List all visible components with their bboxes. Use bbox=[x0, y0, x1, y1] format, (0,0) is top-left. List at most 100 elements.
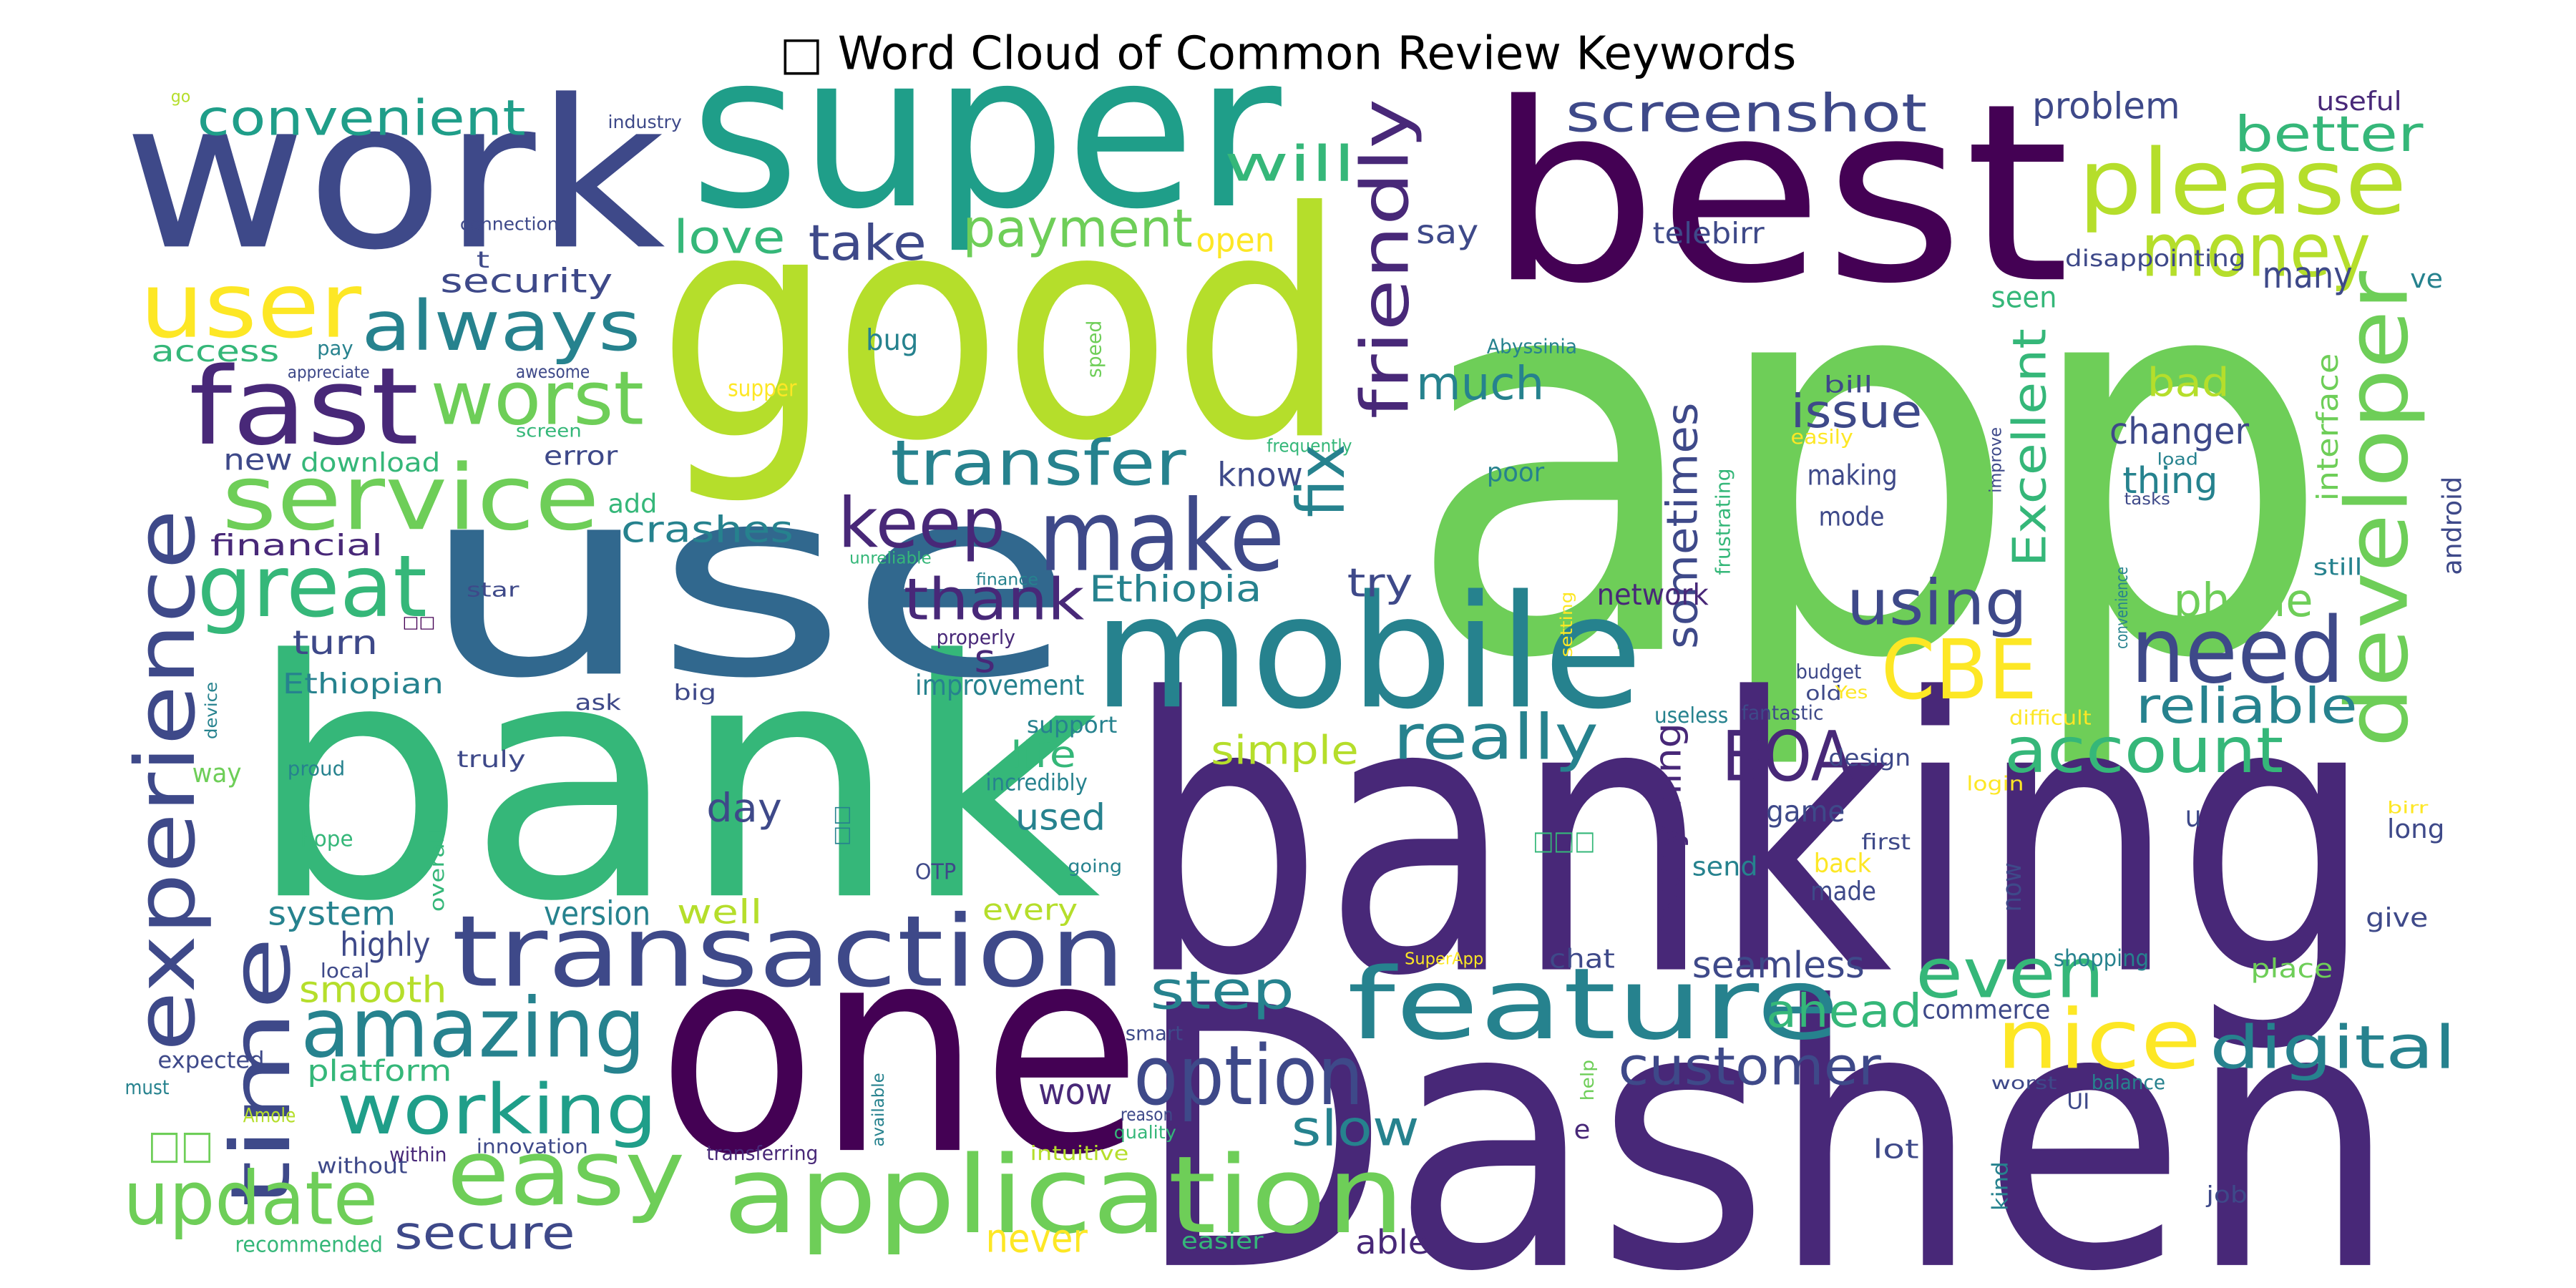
word: going bbox=[1068, 856, 1122, 877]
word: birr bbox=[2387, 799, 2429, 817]
word: commerce bbox=[1922, 994, 2050, 1025]
word: easier bbox=[1181, 1227, 1264, 1254]
word: account bbox=[2004, 714, 2283, 787]
word: setting bbox=[1558, 592, 1576, 658]
word: transfer bbox=[890, 426, 1186, 499]
word: screenshot bbox=[1566, 84, 1927, 145]
word: payment bbox=[962, 198, 1192, 259]
word: still bbox=[2313, 554, 2363, 581]
word: big bbox=[673, 680, 716, 706]
word: kind bbox=[1989, 1161, 2014, 1211]
word: customer bbox=[1618, 1036, 1881, 1097]
word: awesome bbox=[516, 361, 590, 382]
word: recommended bbox=[235, 1232, 383, 1257]
word: unreliable bbox=[849, 550, 932, 568]
word: star bbox=[467, 578, 519, 601]
word: quality bbox=[1114, 1122, 1176, 1143]
word: Excellent bbox=[2003, 328, 2057, 567]
word: smart bbox=[1126, 1022, 1184, 1045]
word: problem bbox=[2032, 84, 2180, 127]
word: chat bbox=[1549, 943, 1615, 974]
word: job bbox=[2205, 1181, 2248, 1209]
word: seamless bbox=[1692, 944, 1865, 986]
word: within bbox=[389, 1143, 447, 1166]
word: thank bbox=[904, 566, 1085, 633]
word: simple bbox=[1211, 728, 1359, 774]
word: SuperApp bbox=[1405, 950, 1483, 969]
word: always bbox=[361, 286, 640, 366]
word: t bbox=[477, 246, 489, 273]
word: local bbox=[321, 960, 370, 982]
word: user bbox=[140, 253, 361, 358]
word: step bbox=[1150, 961, 1294, 1022]
word: love bbox=[673, 211, 785, 265]
word: thing bbox=[2122, 459, 2218, 502]
word: working bbox=[337, 1070, 658, 1150]
word: truly bbox=[457, 746, 525, 773]
word: smooth bbox=[299, 969, 447, 1011]
word: making bbox=[1807, 459, 1898, 492]
word: add bbox=[608, 488, 657, 519]
word: great bbox=[197, 537, 427, 637]
word: s bbox=[974, 635, 995, 681]
word: supper bbox=[728, 374, 797, 401]
word: frequently bbox=[1267, 435, 1352, 456]
word: poor bbox=[1487, 457, 1545, 488]
word: bank bbox=[246, 591, 1101, 973]
word: error bbox=[544, 441, 618, 472]
word: even bbox=[1916, 934, 2104, 1014]
word: support bbox=[1027, 711, 1117, 738]
word: application bbox=[723, 1133, 1405, 1258]
word: need bbox=[2131, 598, 2344, 703]
word: reliable bbox=[2136, 678, 2358, 735]
word: improvement bbox=[915, 670, 1084, 702]
word: budget bbox=[1795, 660, 1861, 683]
word: useless bbox=[1654, 703, 1728, 728]
word: platform bbox=[307, 1054, 452, 1088]
word: pay bbox=[317, 337, 353, 360]
word: wow bbox=[1038, 1070, 1112, 1113]
word: go bbox=[171, 87, 191, 106]
word: login bbox=[1966, 772, 2024, 795]
word: finance bbox=[976, 570, 1038, 589]
word: best bbox=[1487, 51, 2070, 338]
word: properly bbox=[937, 626, 1015, 649]
word: proud bbox=[288, 758, 345, 781]
word: worst bbox=[1991, 1073, 2057, 1093]
word: option bbox=[1133, 1028, 1363, 1124]
word: u bbox=[2185, 799, 2202, 834]
word: nice bbox=[1996, 992, 2202, 1088]
word: easily bbox=[1791, 426, 1853, 449]
word: android bbox=[2436, 477, 2467, 575]
word: amazing bbox=[301, 980, 645, 1076]
word: send bbox=[1692, 852, 1758, 882]
word: super bbox=[690, 8, 1284, 256]
word: BOA bbox=[1722, 717, 1853, 797]
word: life bbox=[1010, 733, 1076, 776]
word: first bbox=[1861, 830, 1911, 855]
word: download bbox=[301, 447, 440, 478]
word: using bbox=[1847, 566, 2028, 639]
word: phone bbox=[2174, 574, 2313, 628]
word: better bbox=[2234, 106, 2424, 163]
word: speed bbox=[1083, 321, 1106, 378]
word: changer bbox=[2109, 410, 2249, 452]
word: e bbox=[1574, 1114, 1590, 1145]
word: open bbox=[1196, 220, 1274, 259]
word: never bbox=[986, 1215, 1088, 1261]
word: security bbox=[440, 262, 613, 301]
word: bug bbox=[866, 323, 918, 357]
word: UI bbox=[2067, 1090, 2089, 1115]
word: update bbox=[123, 1156, 378, 1241]
word: OTP bbox=[915, 859, 956, 884]
word: system bbox=[268, 894, 396, 933]
word: appreciate bbox=[288, 364, 370, 382]
word: make bbox=[1038, 479, 1284, 594]
word: slow bbox=[1292, 1100, 1420, 1157]
word: friendly bbox=[1347, 99, 1424, 419]
word: tasks bbox=[2124, 490, 2170, 509]
word: place bbox=[2250, 953, 2333, 984]
word: available bbox=[869, 1073, 888, 1146]
word: many bbox=[2262, 254, 2352, 296]
word: give bbox=[2366, 902, 2428, 933]
